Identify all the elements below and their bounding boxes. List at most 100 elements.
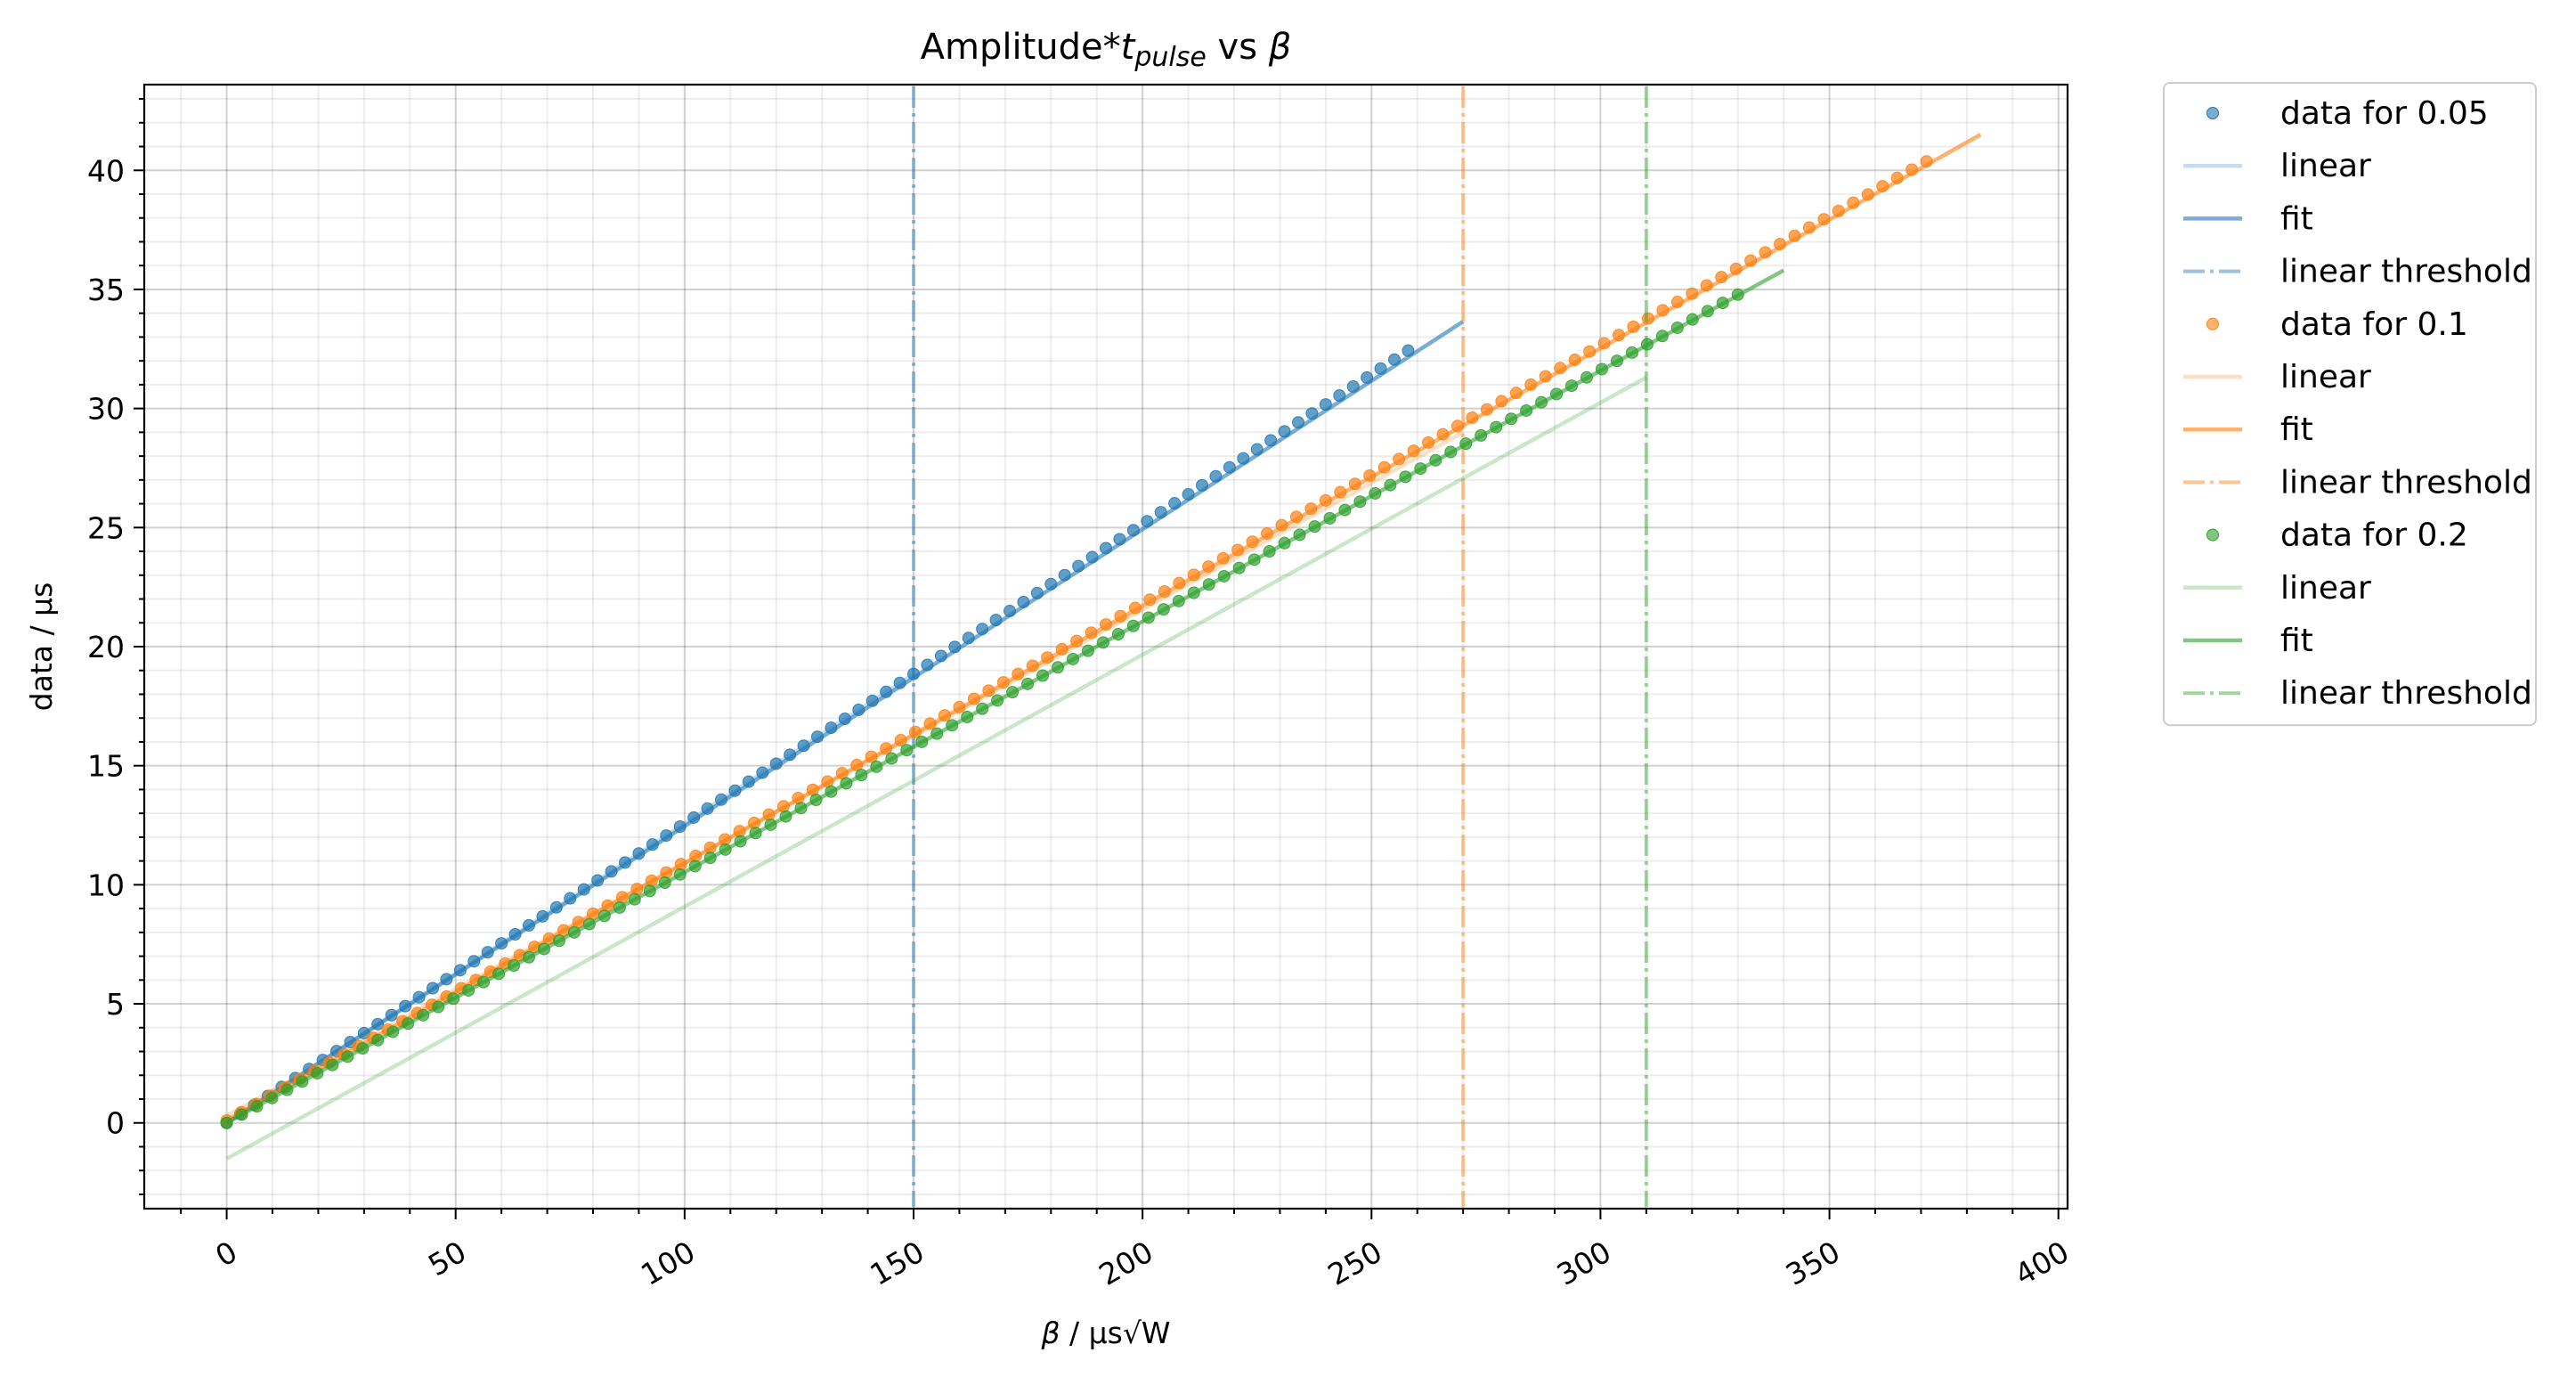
data-point	[865, 694, 879, 707]
data-point	[1348, 477, 1361, 491]
legend-marker	[2206, 107, 2219, 119]
y-axis-label: data / μs	[24, 583, 59, 712]
data-point	[794, 802, 808, 815]
legend-entry-threshold-2: linear threshold	[2183, 464, 2532, 501]
data-point	[1278, 536, 1291, 550]
data-point	[946, 719, 959, 732]
data-point	[1802, 221, 1816, 234]
data-point	[779, 810, 792, 823]
data-point	[885, 752, 898, 765]
data-point	[1346, 379, 1360, 393]
data-point	[632, 847, 646, 860]
data-point	[673, 820, 687, 834]
data-point	[1509, 387, 1523, 400]
data-point	[1085, 550, 1099, 564]
data-point	[1505, 412, 1518, 426]
title-subscript: pulse	[1134, 42, 1206, 73]
legend-marker	[2206, 528, 2219, 542]
legend-label: data for 0.2	[2280, 517, 2468, 554]
data-point	[646, 838, 659, 851]
y-tick-label: 5	[106, 987, 125, 1022]
data-point	[1524, 378, 1538, 391]
data-point	[1847, 196, 1860, 209]
data-point	[1374, 362, 1387, 375]
data-point	[976, 623, 989, 636]
x-axis-label-rest: / μs√W	[1060, 1316, 1171, 1350]
data-point	[356, 1042, 370, 1055]
series-3	[220, 86, 1785, 1207]
data-point	[311, 1066, 324, 1079]
data-point	[492, 967, 506, 981]
data-point	[1278, 425, 1291, 438]
legend-box	[2163, 82, 2537, 727]
data-point	[1444, 445, 1458, 459]
data-point	[1096, 636, 1109, 649]
y-tick-label: 40	[87, 153, 125, 188]
data-point	[756, 766, 769, 779]
data-point	[1363, 468, 1377, 482]
data-point	[870, 760, 883, 773]
data-point	[1655, 330, 1669, 343]
legend-label: fit	[2280, 200, 2313, 237]
data-point	[412, 990, 426, 1004]
legend-label: fit	[2280, 411, 2313, 448]
data-point	[1044, 577, 1058, 591]
data-point	[1399, 470, 1412, 484]
data-point	[1581, 371, 1593, 384]
data-point	[1377, 460, 1391, 474]
data-point	[1393, 452, 1406, 466]
data-point	[467, 955, 481, 968]
data-point	[597, 909, 611, 923]
data-point	[1070, 634, 1084, 648]
data-point	[1066, 652, 1079, 665]
legend-entry-fit-2: fit	[2183, 411, 2313, 448]
data-point	[687, 811, 701, 824]
data-point	[1535, 395, 1548, 409]
data-point	[1319, 398, 1332, 411]
data-point	[386, 1025, 400, 1039]
data-point	[1550, 387, 1564, 401]
data-point	[840, 777, 853, 790]
data-point	[1126, 524, 1140, 537]
data-point	[481, 946, 494, 959]
data-point	[523, 918, 535, 932]
data-point	[1154, 506, 1167, 519]
data-point	[1334, 485, 1347, 499]
data-point	[615, 891, 629, 904]
data-point	[341, 1050, 354, 1063]
data-point	[855, 769, 868, 782]
data-point	[1641, 312, 1654, 325]
data-point	[477, 975, 491, 989]
legend-label: linear	[2280, 570, 2371, 607]
data-point	[909, 725, 922, 738]
data-point	[893, 676, 906, 689]
data-point	[1058, 568, 1071, 582]
data-point	[1250, 443, 1264, 456]
legend-label: fit	[2280, 623, 2313, 659]
legend-label: linear threshold	[2280, 254, 2532, 290]
legend-label: data for 0.05	[2280, 95, 2489, 132]
legend-label: data for 0.1	[2280, 306, 2468, 343]
data-point	[1113, 533, 1126, 546]
legend-entry-threshold-1: linear threshold	[2183, 254, 2532, 290]
data-point	[1293, 528, 1306, 542]
legend-marker	[2206, 317, 2219, 330]
data-point	[734, 835, 747, 848]
data-point	[938, 709, 951, 722]
data-point	[1436, 428, 1450, 441]
data-point	[1701, 305, 1714, 318]
data-point	[880, 742, 893, 755]
data-point	[619, 856, 631, 869]
legend-entry-linear-2: linear	[2183, 359, 2371, 395]
data-point	[1583, 345, 1597, 358]
data-point	[880, 685, 893, 698]
data-point	[811, 730, 824, 744]
data-point	[1861, 188, 1874, 201]
data-point	[1319, 493, 1332, 507]
data-point	[1202, 578, 1215, 591]
title-var: t	[1121, 27, 1136, 68]
data-point	[673, 868, 687, 881]
data-point	[1384, 478, 1397, 492]
data-point	[996, 676, 1010, 689]
